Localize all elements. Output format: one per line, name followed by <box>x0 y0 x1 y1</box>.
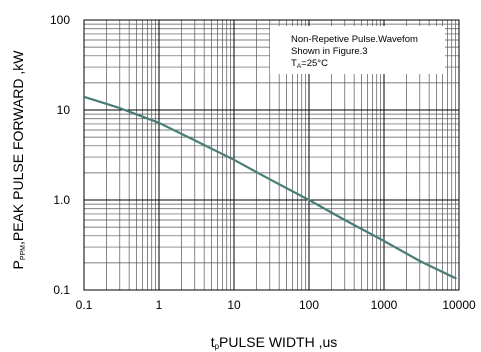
annotation-temp-value: =25°C <box>301 58 328 69</box>
y-axis-label: PPPM,PEAK PULSE FORWARD ,kW <box>10 50 27 270</box>
x-axis-subscript: p <box>215 342 220 351</box>
y-axis-symbol: P <box>10 260 26 269</box>
annotation-line-1: Non-Repetive Pulse.Wavefom <box>291 34 418 45</box>
x-axis-label: tpPULSE WIDTH ,us <box>211 334 338 351</box>
series-line <box>82 95 457 280</box>
annotation-line-3: TA=25°C <box>291 58 328 70</box>
y-axis-subscript: PPM <box>20 245 27 260</box>
x-tick-label: 10000 <box>442 298 476 312</box>
x-axis-text: PULSE WIDTH ,us <box>219 334 337 350</box>
annotation-temp-subscript: A <box>297 63 302 70</box>
x-tick-label: 1 <box>156 298 163 312</box>
series-layer <box>82 95 457 280</box>
minor-grid <box>84 20 459 290</box>
x-tick-label: 1000 <box>371 298 398 312</box>
y-tick-label: 10 <box>57 103 71 117</box>
y-tick-label: 0.1 <box>53 283 70 297</box>
annotation-box <box>270 26 445 74</box>
y-tick-label: 100 <box>50 13 70 27</box>
x-tick-label: 10 <box>227 298 241 312</box>
x-axis-symbol: t <box>211 334 215 350</box>
y-axis-text: ,PEAK PULSE FORWARD ,kW <box>10 50 26 245</box>
x-tick-labels: 0.1 1 10 100 1000 10000 <box>76 298 476 312</box>
x-tick-label: 0.1 <box>76 298 93 312</box>
x-tick-label: 100 <box>299 298 319 312</box>
annotation-line-2: Shown in Figure.3 <box>291 46 368 57</box>
y-tick-labels: 0.1 1.0 10 100 <box>50 13 70 297</box>
annotation-temp-symbol: T <box>291 58 297 69</box>
plot-frame <box>83 19 460 291</box>
y-tick-label: 1.0 <box>53 193 70 207</box>
